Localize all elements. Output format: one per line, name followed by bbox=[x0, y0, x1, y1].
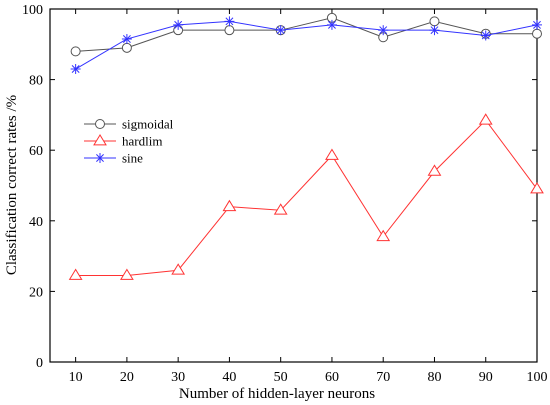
x-tick-label: 50 bbox=[274, 370, 288, 385]
data-point-hardlim bbox=[68, 268, 83, 280]
x-tick-label: 30 bbox=[171, 370, 185, 385]
data-point-sigmoidal bbox=[121, 42, 132, 53]
plot-frame bbox=[49, 8, 538, 363]
legend-marker-sigmoidal bbox=[95, 119, 105, 129]
series-line-sigmoidal bbox=[75, 17, 537, 52]
x-tick-label: 20 bbox=[120, 370, 134, 385]
y-tick-label: 60 bbox=[29, 144, 43, 159]
data-point-hardlim bbox=[273, 203, 288, 215]
y-tick-label: 0 bbox=[36, 356, 43, 371]
y-axis-title: Classification correct rates /% bbox=[4, 95, 20, 275]
data-point-sine bbox=[429, 25, 440, 36]
data-point-hardlim bbox=[376, 229, 391, 242]
x-tick-label: 10 bbox=[69, 370, 83, 385]
data-point-sine bbox=[532, 19, 542, 30]
y-tick-label: 80 bbox=[29, 74, 43, 89]
x-axis-title: Number of hidden-layer neurons bbox=[179, 386, 375, 402]
data-point-sine bbox=[121, 34, 132, 45]
x-tick-label: 90 bbox=[479, 370, 493, 385]
x-tick-label: 40 bbox=[222, 370, 236, 385]
series-line-hardlim bbox=[75, 119, 538, 277]
x-tick-label: 80 bbox=[427, 370, 441, 385]
data-point-hardlim bbox=[222, 199, 237, 212]
data-point-sigmoidal bbox=[70, 46, 81, 57]
x-tick-label: 100 bbox=[527, 370, 548, 385]
legend-label-hardlim: hardlim bbox=[122, 134, 162, 149]
data-point-sine bbox=[70, 64, 81, 75]
data-point-hardlim bbox=[120, 268, 134, 280]
data-point-sine bbox=[480, 30, 491, 41]
data-point-hardlim bbox=[427, 164, 442, 176]
legend-marker-sine bbox=[95, 153, 105, 163]
y-tick-label: 40 bbox=[29, 215, 43, 230]
data-point-sine bbox=[224, 16, 235, 27]
data-point-sigmoidal bbox=[224, 25, 235, 36]
y-tick-label: 100 bbox=[22, 3, 43, 18]
data-point-sine bbox=[326, 19, 337, 30]
series-line-sine bbox=[75, 20, 538, 70]
data-point-hardlim bbox=[530, 182, 544, 194]
data-point-sine bbox=[275, 25, 286, 36]
data-point-sine bbox=[378, 25, 389, 36]
data-point-sigmoidal bbox=[532, 28, 542, 39]
legend-label-sine: sine bbox=[122, 151, 143, 166]
data-point-hardlim bbox=[171, 263, 186, 275]
x-tick-label: 60 bbox=[325, 370, 339, 385]
y-tick-label: 20 bbox=[29, 285, 43, 300]
data-point-sigmoidal bbox=[429, 16, 440, 27]
legend-label-sigmoidal: sigmoidal bbox=[122, 117, 174, 132]
data-point-hardlim bbox=[325, 148, 339, 160]
data-point-hardlim bbox=[478, 113, 493, 125]
data-point-sine bbox=[173, 19, 184, 30]
legend-marker-hardlim bbox=[93, 134, 107, 146]
x-tick-label: 70 bbox=[376, 370, 390, 385]
